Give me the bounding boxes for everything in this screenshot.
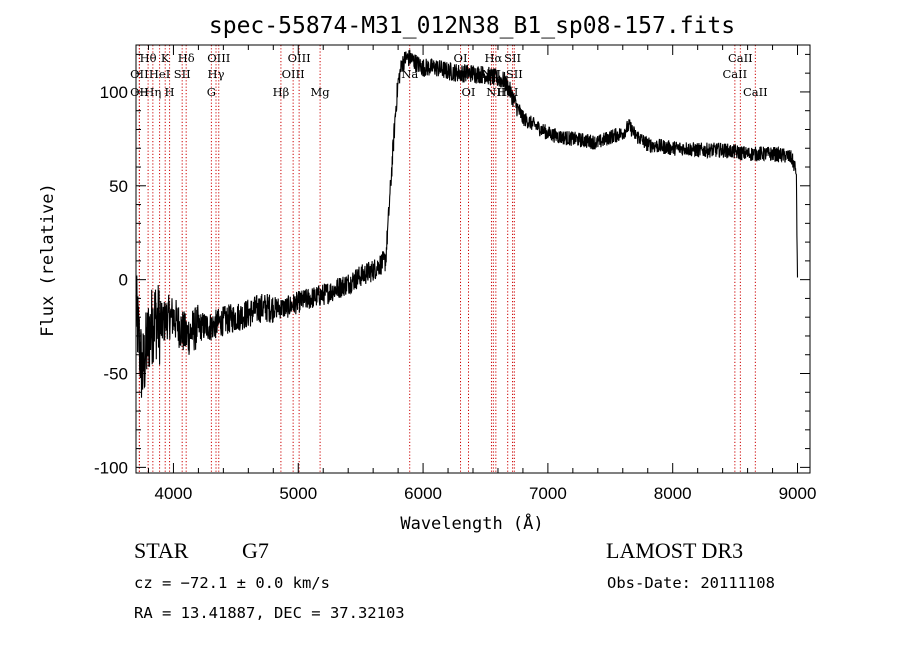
emission-line-labels: HθOIIOIIHηHeIKHSIIHδGHγOIIIHβOIIIOIIIMgN… [130, 51, 768, 99]
chart-title: spec-55874-M31_012N38_B1_sp08-157.fits [209, 13, 735, 39]
marker-label: Hβ [273, 85, 290, 99]
marker-label: OII [130, 67, 149, 81]
marker-label: Hα [484, 51, 502, 65]
marker-label: HeI [149, 67, 170, 81]
y-tick-label: 50 [109, 177, 128, 196]
y-tick-label: -100 [94, 458, 128, 477]
marker-label: Hδ [178, 51, 195, 65]
x-tick-label: 4000 [155, 484, 193, 503]
marker-label: Mg [311, 85, 331, 99]
y-tick-label: -50 [103, 365, 128, 384]
emission-line-markers [138, 45, 756, 473]
plot-frame [135, 44, 811, 474]
obs-date-text: Obs-Date: 20111108 [607, 574, 775, 592]
x-axis-label: Wavelength (Å) [400, 512, 543, 534]
marker-label: H [165, 85, 175, 99]
marker-label: Na [401, 67, 418, 81]
y-tick-label: 0 [119, 271, 128, 290]
spectrum-series-line [135, 49, 799, 398]
x-tick-label: 7000 [529, 484, 567, 503]
marker-label: OIII [207, 51, 230, 65]
survey-label: LAMOST DR3 [606, 538, 744, 563]
marker-label: OI [462, 85, 476, 99]
x-tick-label: 6000 [404, 484, 442, 503]
marker-label: Hθ [140, 51, 157, 65]
marker-label: OIII [282, 67, 305, 81]
marker-label: CaII [722, 67, 747, 81]
y-tick-label: 100 [100, 83, 128, 102]
marker-label: SII [504, 51, 521, 65]
y-axis-label: Flux (relative) [38, 183, 58, 337]
x-tick-label: 5000 [279, 484, 317, 503]
marker-label: NII [486, 85, 505, 99]
marker-label: SII [174, 67, 191, 81]
x-tick-label: 9000 [779, 484, 817, 503]
marker-label: G [207, 85, 216, 99]
marker-label: OI [454, 51, 468, 65]
coordinates-text: RA = 13.41887, DEC = 37.32103 [134, 604, 405, 622]
marker-label: CaII [728, 51, 753, 65]
axis-ticks [136, 45, 810, 473]
redshift-text: cz = −72.1 ± 0.0 km/s [134, 574, 330, 592]
marker-label: CaII [743, 85, 768, 99]
marker-label: Hη [144, 85, 161, 99]
marker-label: K [161, 51, 170, 65]
x-tick-label: 8000 [654, 484, 692, 503]
marker-label: OIII [288, 51, 311, 65]
classification-label: STAR [134, 538, 189, 563]
marker-label: Hγ [208, 67, 225, 81]
marker-label: SII [506, 67, 523, 81]
subclass-label: G7 [242, 538, 269, 563]
axis-tick-labels: 4000 5000 6000 7000 8000 9000 -100 -50 0 50 100 [94, 83, 816, 503]
